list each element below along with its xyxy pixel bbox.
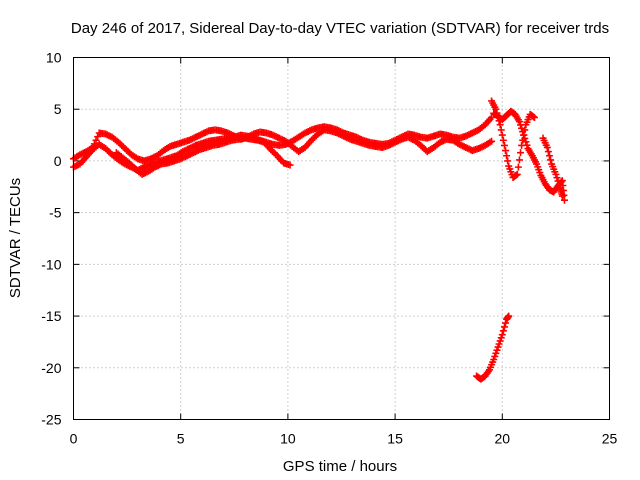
data-point: [504, 157, 512, 165]
y-axis-title: SDTVAR / TECUs: [7, 178, 24, 298]
data-point: [90, 140, 98, 148]
data-point: [502, 319, 510, 327]
series-track-g: [473, 312, 513, 383]
data-point: [519, 128, 527, 136]
x-tick-labels: 0 5 10 15 20 25: [70, 431, 618, 447]
y-tick-label: 5: [54, 101, 62, 117]
data-point: [515, 118, 523, 126]
data-point: [497, 126, 505, 134]
data-point: [552, 170, 560, 178]
data-point: [555, 180, 563, 188]
data-point: [488, 113, 496, 121]
data-point: [94, 133, 102, 141]
data-series: [70, 97, 568, 383]
axis-ticks: [73, 57, 610, 420]
y-tick-label: -25: [41, 412, 61, 428]
x-tick-label: 5: [177, 431, 185, 447]
y-tick-label: -20: [41, 360, 61, 376]
series-track-b: [70, 126, 496, 165]
data-point: [89, 143, 97, 151]
data-point: [92, 136, 100, 144]
data-point: [522, 138, 530, 146]
data-point: [496, 121, 504, 129]
x-tick-label: 10: [280, 431, 296, 447]
data-point: [554, 177, 562, 185]
x-tick-label: 20: [495, 431, 511, 447]
y-tick-label: -15: [41, 308, 61, 324]
data-point: [514, 163, 522, 171]
x-tick-label: 15: [387, 431, 403, 447]
data-point: [520, 131, 528, 139]
data-point: [517, 149, 525, 157]
chart-title: Day 246 of 2017, Sidereal Day-to-day VTE…: [71, 20, 609, 37]
data-point: [515, 156, 523, 164]
data-point: [488, 137, 496, 145]
grid-lines: [73, 57, 610, 420]
plot-frame: [73, 57, 610, 420]
data-point: [499, 136, 507, 144]
data-point: [523, 141, 531, 149]
data-point: [498, 131, 506, 139]
data-point: [500, 323, 508, 331]
data-point: [558, 192, 566, 200]
series-track-f: [539, 134, 566, 200]
data-point: [498, 331, 506, 339]
x-axis-title: GPS time / hours: [283, 458, 397, 475]
data-point: [500, 141, 508, 149]
data-point: [544, 148, 552, 156]
y-tick-label: -10: [41, 256, 61, 272]
data-point: [530, 113, 538, 121]
series-track-e: [490, 107, 568, 204]
x-tick-label: 0: [70, 431, 78, 447]
data-point: [502, 147, 510, 155]
y-tick-label: 10: [46, 50, 62, 66]
data-point: [505, 312, 513, 320]
y-tick-labels: 10 5 0 -5 -10 -15 -20 -25: [41, 50, 61, 428]
data-point: [547, 156, 555, 164]
data-point: [543, 143, 551, 151]
data-point: [513, 170, 521, 178]
data-point: [553, 174, 561, 182]
data-point: [521, 134, 529, 142]
data-point: [518, 124, 526, 132]
x-tick-label: 25: [602, 431, 618, 447]
data-point: [545, 152, 553, 160]
series-track-c: [112, 134, 294, 178]
data-point: [560, 196, 568, 204]
data-point: [503, 152, 511, 160]
y-tick-label: 0: [54, 153, 62, 169]
y-tick-label: -5: [49, 205, 62, 221]
data-point: [286, 161, 294, 169]
data-point: [517, 121, 525, 129]
data-point: [499, 327, 507, 335]
